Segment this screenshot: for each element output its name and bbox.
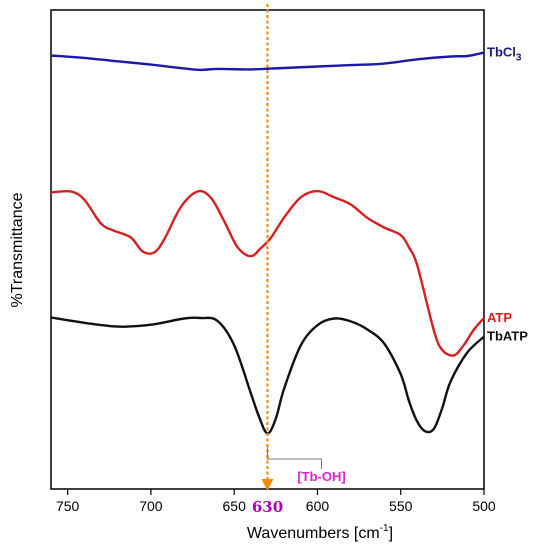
series-label: TbCl3 bbox=[487, 45, 522, 64]
y-axis-label: %Transmittance bbox=[9, 192, 26, 307]
x-tick-label: 700 bbox=[139, 498, 163, 514]
series-label: ATP bbox=[487, 310, 512, 325]
x-tick-label: 550 bbox=[389, 498, 413, 514]
x-tick-label: 500 bbox=[472, 498, 496, 514]
series-line-tbcl bbox=[50, 51, 485, 72]
x-axis-label: Wavenumbers [cm-1] bbox=[247, 523, 393, 542]
series-line-tbatp bbox=[50, 316, 485, 435]
x-tick-label: 750 bbox=[56, 498, 80, 514]
series-line-atp bbox=[50, 189, 485, 357]
x-axis-ticks: 750 700 650 600 550 500 bbox=[56, 489, 496, 514]
series-label: TbATP bbox=[487, 329, 528, 344]
annotation-label: [Tb-OH] bbox=[297, 469, 345, 484]
marker-arrow-icon bbox=[261, 479, 274, 491]
annotation-leader-line bbox=[267, 447, 322, 469]
series-layer: TbCl3 ATP TbATP bbox=[50, 45, 528, 435]
x-tick-label: 600 bbox=[306, 498, 330, 514]
marker-layer: 630 [Tb-OH] bbox=[252, 4, 346, 516]
x-tick-label: 650 bbox=[223, 498, 247, 514]
marker-label: 630 bbox=[252, 498, 283, 516]
